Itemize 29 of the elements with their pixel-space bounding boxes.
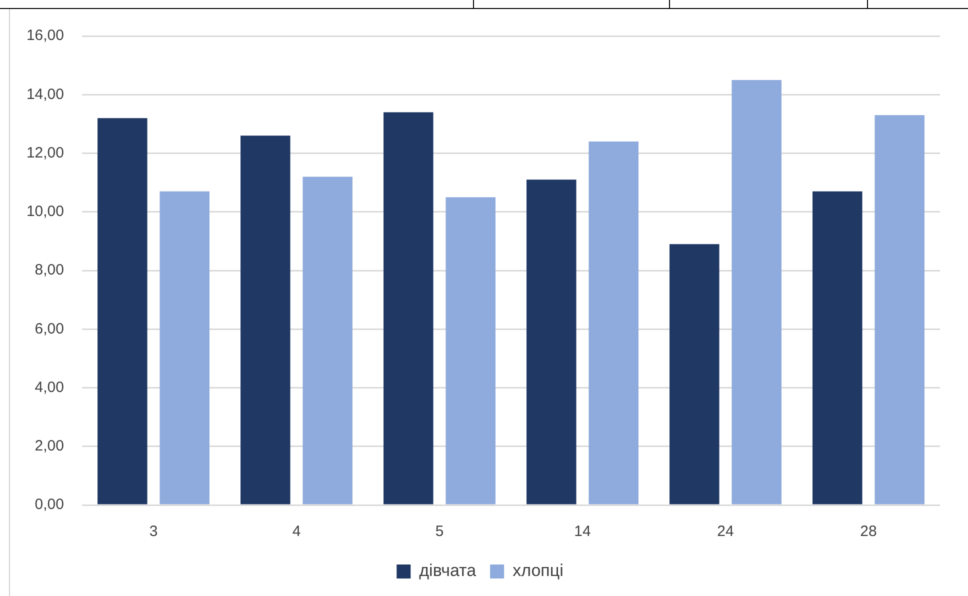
x-tick-label: 24 [717,523,734,540]
bar [812,191,862,504]
y-tick-label: 16,00 [26,27,64,44]
y-tick-label: 8,00 [34,262,64,279]
bar [98,118,148,504]
bar [446,197,496,504]
bar [160,191,210,504]
y-tick-label: 0,00 [34,496,64,514]
bar [240,136,290,504]
bar [670,244,720,504]
bar [588,142,638,504]
y-tick-label: 12,00 [26,144,64,162]
y-tick-label: 6,00 [34,320,64,338]
y-tick-label: 4,00 [34,378,64,396]
x-tick-label: 4 [292,523,301,540]
legend-label: дівчата [419,561,477,580]
bar [874,115,924,504]
bar [302,176,352,504]
x-tick-label: 5 [435,523,444,540]
bar [732,80,782,504]
x-tick-label: 14 [574,523,591,540]
bar [526,180,576,504]
y-tick-label: 2,00 [34,438,64,455]
x-tick-label: 28 [860,523,877,540]
x-tick-label: 3 [149,523,158,540]
bar [384,112,434,504]
y-tick-label: 10,00 [26,203,64,220]
y-tick-label: 14,00 [26,86,64,103]
legend-label: хлопці [512,561,564,580]
